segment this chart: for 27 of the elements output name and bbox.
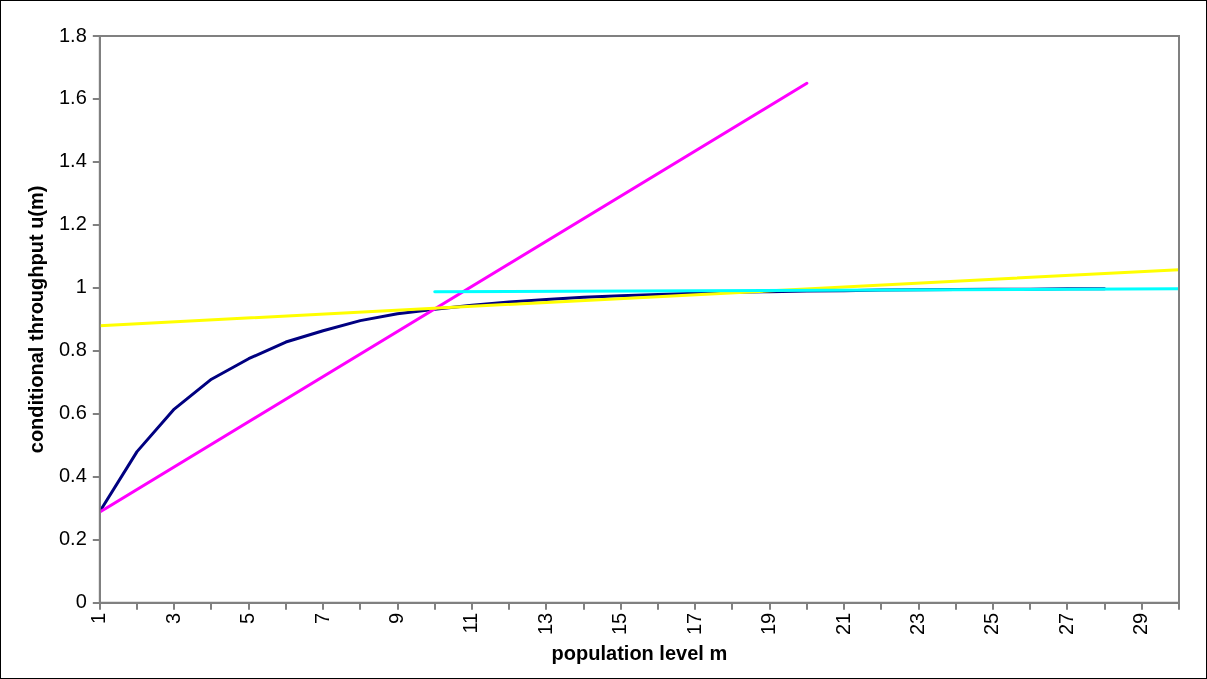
x-tick-label: 3 <box>161 612 184 624</box>
x-tick-label: 29 <box>1129 612 1152 635</box>
x-tick-label: 13 <box>533 612 556 635</box>
y-tick-label: 0.8 <box>58 338 87 361</box>
y-tick-label: 1.2 <box>58 212 87 235</box>
x-axis-title: population level m <box>551 641 728 664</box>
x-tick-label: 27 <box>1054 612 1077 635</box>
x-tick-label: 15 <box>608 612 631 635</box>
x-tick-label: 9 <box>385 612 408 624</box>
x-tick-label: 1 <box>87 612 110 624</box>
y-tick-label: 0.2 <box>58 527 87 550</box>
x-tick-label: 19 <box>757 612 780 635</box>
y-tick-label: 0 <box>75 590 87 613</box>
x-tick-label: 25 <box>980 612 1003 635</box>
x-tick-label: 5 <box>236 612 259 624</box>
x-tick-label: 17 <box>682 612 705 635</box>
y-tick-label: 0.4 <box>58 464 87 487</box>
y-tick-label: 1.4 <box>58 149 87 172</box>
x-tick-label: 21 <box>831 612 854 635</box>
x-tick-label: 23 <box>906 612 929 635</box>
x-tick-label: 7 <box>310 612 333 624</box>
y-axis-title: conditional throughput u(m) <box>24 185 47 454</box>
y-tick-label: 0.6 <box>58 401 87 424</box>
x-tick-label: 11 <box>459 612 482 634</box>
y-tick-label: 1.8 <box>58 23 87 46</box>
y-tick-label: 1 <box>75 275 87 298</box>
y-tick-label: 1.6 <box>58 86 87 109</box>
